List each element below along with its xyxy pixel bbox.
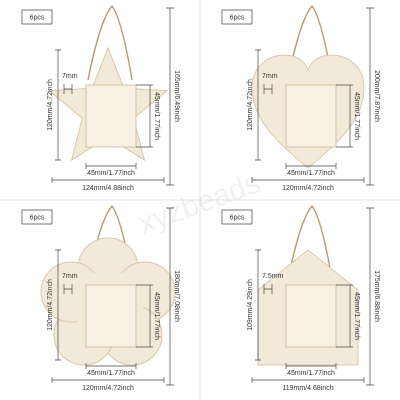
dim-line [255, 49, 261, 161]
badge-box [221, 9, 253, 25]
total-width: 119mm/4.68inch [282, 385, 333, 392]
dim-line [136, 84, 153, 148]
square-height: 45mm/1.77inch [353, 292, 360, 340]
dim-line [366, 207, 374, 386]
dim-line [251, 177, 365, 183]
dim-line [85, 363, 137, 369]
badge-box [21, 209, 53, 225]
square-board [285, 284, 337, 348]
gap-label: 7.5mm [262, 273, 284, 280]
square-width: 45mm/1.77inch [287, 370, 335, 377]
dim-line [136, 284, 153, 348]
dim-line [366, 7, 374, 186]
square-height: 45mm/1.77inch [153, 92, 160, 140]
square-width: 45mm/1.77inch [287, 170, 335, 177]
panel: 6pcs 200mm/7.87inch 120mm/4.72inch 45mm/1.7… [221, 4, 380, 192]
dim-line [285, 163, 337, 169]
gap-label: 7mm [262, 73, 278, 80]
total-height: 165mm/6.49inch [173, 70, 180, 122]
dim-line [63, 284, 73, 294]
total-width: 120mm/4.72inch [282, 185, 334, 192]
dim-line [255, 249, 261, 361]
dim-line [263, 284, 273, 294]
panel: 6pcs 165mm/6.49inch 120mm/4.72inch 45mm/1.7… [21, 4, 180, 192]
square-height: 45mm/1.77inch [153, 292, 160, 340]
dim-line [263, 84, 273, 94]
panel: 6pcs 180mm/7.08inch 120mm/4.72inch 45mm/1.7… [21, 204, 180, 392]
dim-line [251, 377, 365, 383]
shape-height: 109mm/4.29inch [247, 279, 254, 331]
dim-line [55, 49, 61, 161]
square-height: 45mm/1.77inch [353, 92, 360, 140]
dim-line [51, 177, 165, 183]
square-board [285, 84, 337, 148]
total-width: 124mm/4.88inch [82, 185, 134, 192]
hanging-cord [287, 4, 333, 81]
dim-line [336, 284, 353, 348]
badge: 6pcs [30, 214, 45, 221]
square-board [85, 84, 137, 148]
gap-label: 7mm [62, 273, 78, 280]
badge: 6pcs [230, 214, 245, 221]
badge: 6pcs [30, 14, 45, 21]
dim-line [51, 377, 165, 383]
badge: 6pcs [230, 14, 245, 21]
shape-height: 120mm/4.72inch [47, 279, 54, 331]
dim-line [166, 207, 174, 386]
gap-label: 7mm [62, 73, 78, 80]
panel: 6pcs 175mm/6.88inch 109mm/4.29inch 45mm/1.7… [221, 204, 380, 392]
dim-line [63, 84, 73, 94]
dim-line [55, 249, 61, 361]
square-board [85, 284, 137, 348]
dim-line [285, 363, 337, 369]
dim-line [336, 84, 353, 148]
total-height: 200mm/7.87inch [373, 70, 380, 122]
square-width: 45mm/1.77inch [87, 170, 135, 177]
total-height: 175mm/6.88inch [373, 270, 380, 322]
hanging-cord [287, 204, 333, 281]
dim-line [166, 7, 174, 186]
square-width: 45mm/1.77inch [87, 370, 135, 377]
badge-box [221, 209, 253, 225]
dim-line [85, 163, 137, 169]
badge-box [21, 9, 53, 25]
shape-height: 120mm/4.72inch [247, 79, 254, 131]
hanging-cord [87, 4, 133, 81]
shape-height: 120mm/4.72inch [47, 79, 54, 131]
total-height: 180mm/7.08inch [173, 270, 180, 322]
total-width: 120mm/4.72inch [82, 385, 134, 392]
